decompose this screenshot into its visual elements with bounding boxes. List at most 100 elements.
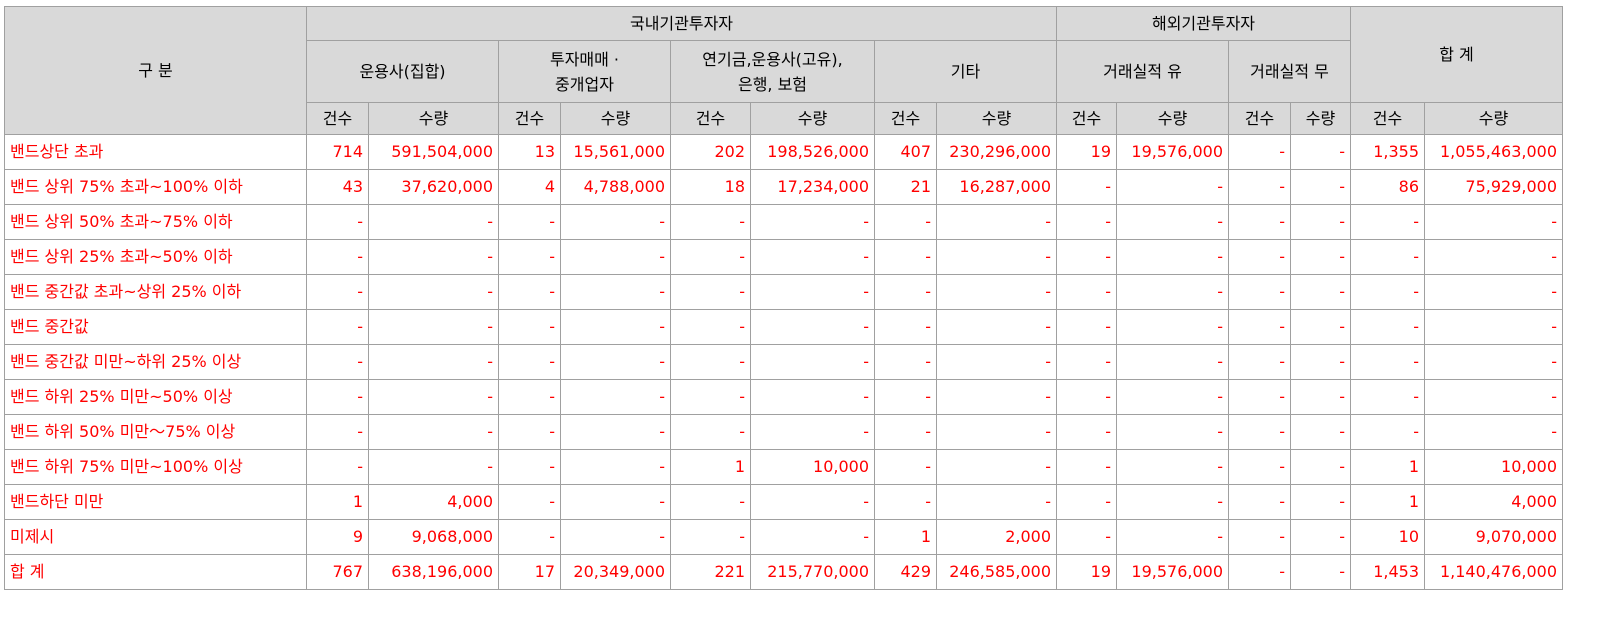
- table-cell: -: [560, 239, 671, 275]
- table-cell: -: [936, 449, 1057, 485]
- table-cell: -: [560, 274, 671, 310]
- table-cell: 17,234,000: [750, 169, 875, 205]
- table-cell: 9: [306, 519, 369, 555]
- table-cell: -: [670, 484, 751, 520]
- table-cell: -: [1116, 519, 1229, 555]
- header-sub-2: 연기금,운용사(고유), 은행, 보험: [670, 40, 875, 103]
- header-qty: 수량: [560, 102, 671, 135]
- table-cell: -: [1424, 239, 1563, 275]
- table-row: 밴드 중간값 - - - - - - - - - - - - - -: [4, 309, 1563, 345]
- table-cell: -: [750, 519, 875, 555]
- row-label: 밴드하단 미만: [4, 484, 307, 520]
- header-sub-3: 기타: [874, 40, 1057, 103]
- table-cell: -: [368, 414, 499, 450]
- table-cell: -: [1056, 414, 1117, 450]
- table-cell: -: [670, 309, 751, 345]
- row-label: 밴드 하위 75% 미만~100% 이상: [4, 449, 307, 485]
- header-sub-line: 연기금,운용사(고유),: [702, 49, 843, 69]
- table-cell: -: [368, 344, 499, 380]
- table-cell: 16,287,000: [936, 169, 1057, 205]
- table-cell: -: [1424, 344, 1563, 380]
- table-row: 밴드하단 미만 1 4,000- - - - - - - - - -1 4,000: [4, 484, 1563, 520]
- table-cell: -: [1116, 379, 1229, 415]
- header-count: 건수: [670, 102, 751, 135]
- table-cell: -: [1056, 379, 1117, 415]
- header-count: 건수: [306, 102, 369, 135]
- table-cell: -: [1290, 309, 1351, 345]
- header-sub-line: 투자매매 ·: [549, 49, 620, 69]
- table-cell: -: [1290, 344, 1351, 380]
- row-label: 밴드 중간값 초과~상위 25% 이하: [4, 274, 307, 310]
- table-cell: 4,788,000: [560, 169, 671, 205]
- table-row: 밴드 상위 75% 초과~100% 이하 43 37,620,000 4 4,788,0…: [4, 169, 1563, 205]
- table-cell: -: [306, 239, 369, 275]
- table-cell: -: [936, 344, 1057, 380]
- header-qty: 수량: [1424, 102, 1563, 135]
- table-cell: 591,504,000: [368, 134, 499, 170]
- table-cell: -: [560, 484, 671, 520]
- row-label: 밴드 중간값: [4, 309, 307, 345]
- table-cell: -: [1350, 414, 1425, 450]
- table-cell: -: [498, 239, 561, 275]
- table-cell: 198,526,000: [750, 134, 875, 170]
- table-cell: -: [498, 449, 561, 485]
- table-cell: -: [498, 484, 561, 520]
- table-cell: 221: [670, 554, 751, 590]
- table-cell: -: [560, 204, 671, 240]
- header-qty: 수량: [1116, 102, 1229, 135]
- table-cell: -: [670, 239, 751, 275]
- table-cell: -: [1228, 344, 1291, 380]
- table-cell: -: [1228, 204, 1291, 240]
- header-sub-line: 기타: [950, 62, 981, 81]
- header-category: 구 분: [4, 6, 307, 135]
- table-cell: 714: [306, 134, 369, 170]
- table-cell: -: [1228, 449, 1291, 485]
- table-cell: -: [670, 344, 751, 380]
- table-cell: 1,453: [1350, 554, 1425, 590]
- table-cell: 4,000: [1424, 484, 1563, 520]
- table-cell: -: [670, 519, 751, 555]
- table-cell: -: [750, 204, 875, 240]
- table-cell: 10: [1350, 519, 1425, 555]
- table-cell: 21: [874, 169, 937, 205]
- table-cell: -: [1424, 309, 1563, 345]
- table-cell: -: [874, 414, 937, 450]
- row-label: 밴드 하위 25% 미만~50% 이상: [4, 379, 307, 415]
- table-cell: -: [306, 344, 369, 380]
- table-cell: -: [1056, 274, 1117, 310]
- table-cell: 17: [498, 554, 561, 590]
- table-cell: -: [560, 519, 671, 555]
- table-cell: -: [306, 449, 369, 485]
- table-cell: 9,068,000: [368, 519, 499, 555]
- table-cell: 19,576,000: [1116, 554, 1229, 590]
- table-cell: -: [1350, 204, 1425, 240]
- table-cell: -: [1116, 344, 1229, 380]
- row-label: 밴드 중간값 미만~하위 25% 이상: [4, 344, 307, 380]
- table-cell: 2,000: [936, 519, 1057, 555]
- table-row: 밴드 중간값 미만~하위 25% 이상 - - - - - - - - - - - - - -: [4, 344, 1563, 380]
- table-cell: -: [936, 274, 1057, 310]
- table-cell: -: [1228, 414, 1291, 450]
- row-label: 밴드상단 초과: [4, 134, 307, 170]
- table-cell: -: [1290, 519, 1351, 555]
- table-cell: 20,349,000: [560, 554, 671, 590]
- table-cell: -: [1228, 274, 1291, 310]
- table-cell: -: [1056, 344, 1117, 380]
- table-cell: 19: [1056, 134, 1117, 170]
- header-sub-line: 거래실적 유: [1103, 62, 1182, 81]
- header-sub-line: 거래실적 무: [1250, 62, 1329, 81]
- table-cell: -: [670, 379, 751, 415]
- table-cell: 202: [670, 134, 751, 170]
- table-cell: -: [560, 414, 671, 450]
- header-qty: 수량: [936, 102, 1057, 135]
- header-count: 건수: [1056, 102, 1117, 135]
- table-cell: -: [368, 204, 499, 240]
- table-cell: -: [1228, 379, 1291, 415]
- table-row: 밴드 상위 50% 초과~75% 이하 - - - - - - - - - - - - - -: [4, 204, 1563, 240]
- header-sub-0: 운용사(집합): [306, 40, 499, 103]
- table-cell: 230,296,000: [936, 134, 1057, 170]
- table-cell: 1: [670, 449, 751, 485]
- table-cell: -: [1290, 379, 1351, 415]
- table-cell: -: [498, 204, 561, 240]
- table-cell: -: [1290, 274, 1351, 310]
